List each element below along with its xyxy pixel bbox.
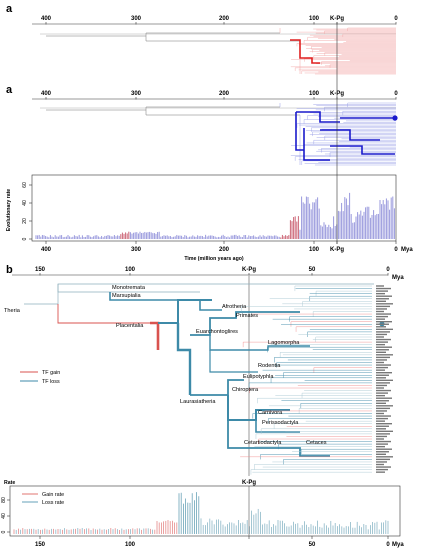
panel-b-tree bbox=[24, 283, 385, 475]
panel-b-rate-xtick-label: K-Pg bbox=[242, 480, 256, 486]
panel-a-top-tick-label: 0 bbox=[394, 16, 398, 22]
tree-branch bbox=[46, 32, 300, 42]
panel-a-rate-xtick-label: 100 bbox=[309, 247, 320, 253]
panel-b-axis-unit: Mya bbox=[392, 275, 404, 281]
panel-a-rate-ylabel: Evolutionary rate bbox=[6, 189, 12, 231]
clade-eulipotyphla: Eulipotyphla bbox=[243, 374, 274, 380]
clade-marsupialia: Marsupialia bbox=[112, 293, 141, 299]
legend-gain-label: TF gain bbox=[42, 370, 60, 376]
panel-a-top-tick-label: K-Pg bbox=[330, 16, 344, 22]
clade-theria: Theria bbox=[4, 308, 21, 314]
panel-a-mid-tick-label: 200 bbox=[219, 91, 230, 97]
panel-a-rate-ytick-label: 20 bbox=[22, 218, 28, 224]
panel-a-mid-tick-label: 100 bbox=[309, 91, 320, 97]
panel-b-rate-xunit: Mya bbox=[392, 542, 404, 548]
panel-a-rate-ytick-label: 0 bbox=[22, 237, 28, 240]
panel-a-letter-2: a bbox=[6, 84, 13, 96]
tree-branch bbox=[176, 323, 192, 395]
tree-branch bbox=[227, 420, 330, 457]
panel-b-rate-ytick-label: 0 bbox=[1, 530, 7, 533]
clade-chiroptera: Chiroptera bbox=[232, 387, 259, 393]
gain-branch bbox=[57, 304, 150, 324]
panel-b-rate-xtick-label: 150 bbox=[35, 542, 46, 548]
tree-branch bbox=[209, 335, 310, 351]
tree-heavy-branch bbox=[295, 112, 304, 151]
clade-carnivora: Carnivora bbox=[258, 410, 283, 416]
tree-branch bbox=[57, 284, 200, 293]
tree-heavy-branch bbox=[320, 129, 380, 141]
panel-a-rate-xtick-label: K-Pg bbox=[330, 247, 344, 253]
clade-monotremata: Monotremata bbox=[112, 285, 146, 291]
panel-b-rate-ytick-label: 80 bbox=[1, 497, 7, 503]
panel-a-gain-tree bbox=[40, 27, 396, 75]
panel-a-mid-tick-label: 300 bbox=[131, 91, 142, 97]
clade-cetaces: Cetaces bbox=[306, 440, 327, 446]
gain-branch-heavy bbox=[150, 321, 160, 350]
panel-b-top-axis: 150 100 K-Pg 50 0 Mya bbox=[12, 267, 404, 281]
tree-branch bbox=[190, 311, 300, 336]
panel-b-rate-xtick-label: 50 bbox=[309, 542, 316, 548]
clade-perissodactyla: Perissodactyla bbox=[262, 420, 299, 426]
panel-b-legend: TF gain TF loss bbox=[20, 370, 60, 385]
panel-a-rate-ytick-label: 40 bbox=[22, 200, 28, 206]
panel-b-rate-xtick-label: 100 bbox=[125, 542, 136, 548]
tree-branch bbox=[24, 283, 374, 305]
panel-a-mid-tick-label: 400 bbox=[41, 91, 52, 97]
clade-placentalia: Placentalia bbox=[116, 323, 144, 329]
tree-heavy-branch bbox=[296, 111, 340, 123]
legend-loss-label: TF loss bbox=[42, 379, 60, 385]
panel-b-top-tick-label: 150 bbox=[35, 267, 46, 273]
tree-branch bbox=[158, 299, 212, 324]
panel-b-top-tick-label: 0 bbox=[386, 267, 390, 273]
panel-a-rate-xtick-label: 300 bbox=[131, 247, 142, 253]
tree-branch bbox=[227, 395, 290, 421]
tree-branch bbox=[255, 420, 300, 433]
clade-primates: Primates bbox=[236, 313, 258, 319]
tree-branch bbox=[46, 106, 300, 116]
rate-legend-loss-label: Loss rate bbox=[42, 500, 64, 506]
panel-a-top-tick-label: 100 bbox=[309, 16, 320, 22]
panel-a-letter: a bbox=[6, 3, 13, 15]
clade-rodentia: Rodentia bbox=[258, 363, 281, 369]
panel-a-mid-axis: 400 300 200 100 K-Pg 0 bbox=[32, 91, 398, 100]
clade-lagomorpha: Lagomorpha bbox=[268, 340, 300, 346]
panel-a-top-tick-label: 200 bbox=[219, 16, 230, 22]
tree-heavy-branch bbox=[303, 128, 330, 161]
clade-cetartiodactyla: Cetartiodactyla bbox=[244, 440, 282, 446]
panel-b-rate-ylabel: Rate bbox=[4, 480, 15, 486]
panel-a-loss-tree bbox=[40, 102, 398, 166]
panel-b-top-tick-label: 50 bbox=[309, 267, 316, 273]
panel-b-clade-labels: Theria Monotremata Marsupialia Placental… bbox=[4, 285, 327, 446]
panel-a-rate-xtick-label: 0 bbox=[394, 247, 398, 253]
tree-backbone bbox=[279, 103, 301, 165]
tree-branch bbox=[190, 379, 244, 396]
tree-branch bbox=[209, 350, 258, 373]
panel-b-species-labels bbox=[376, 285, 393, 473]
tree-dot bbox=[392, 115, 398, 121]
tree-heavy-branch bbox=[290, 39, 320, 64]
panel-a-rate-xlabel: Time (million years ago) bbox=[184, 256, 244, 262]
rate-legend-gain-label: Gain rate bbox=[42, 492, 64, 498]
tree-heavy-branch bbox=[330, 145, 395, 155]
panel-a-rate-ytick-label: 60 bbox=[22, 182, 28, 188]
panel-b-top-tick-label: K-Pg bbox=[242, 267, 256, 273]
panel-a-rate-xunit: Mya bbox=[401, 247, 413, 253]
panel-b-rate-ytick-label: 40 bbox=[1, 513, 7, 519]
panel-a-rate-xtick-label: 200 bbox=[219, 247, 230, 253]
panel-b-rate-plot: Rate 80 40 0 150 100 K-Pg 50 0 Mya Gain rate L… bbox=[1, 480, 404, 548]
clade-euarchontoglires: Euarchontoglires bbox=[196, 329, 238, 335]
panel-a-top-tick-label: 400 bbox=[41, 16, 52, 22]
panel-a-rate-xtick-label: 400 bbox=[41, 247, 52, 253]
panel-b-top-tick-label: 100 bbox=[125, 267, 136, 273]
tree-backbone bbox=[279, 28, 301, 74]
clade-laurasiatheria: Laurasiatheria bbox=[180, 399, 216, 405]
clade-afrotheria: Afrotheria bbox=[222, 304, 247, 310]
panel-a-mid-tick-label: 0 bbox=[394, 91, 398, 97]
panel-b-letter: b bbox=[6, 264, 13, 276]
panel-a-rate-plot: 0 20 40 60 Evolutionary rate 400 300 200 100 K-… bbox=[6, 174, 413, 262]
panel-a-top-tick-label: 300 bbox=[131, 16, 142, 22]
panel-b-rate-xtick-label: 0 bbox=[386, 542, 390, 548]
panel-a-top-axis: 400 300 200 100 K-Pg 0 bbox=[32, 16, 398, 25]
